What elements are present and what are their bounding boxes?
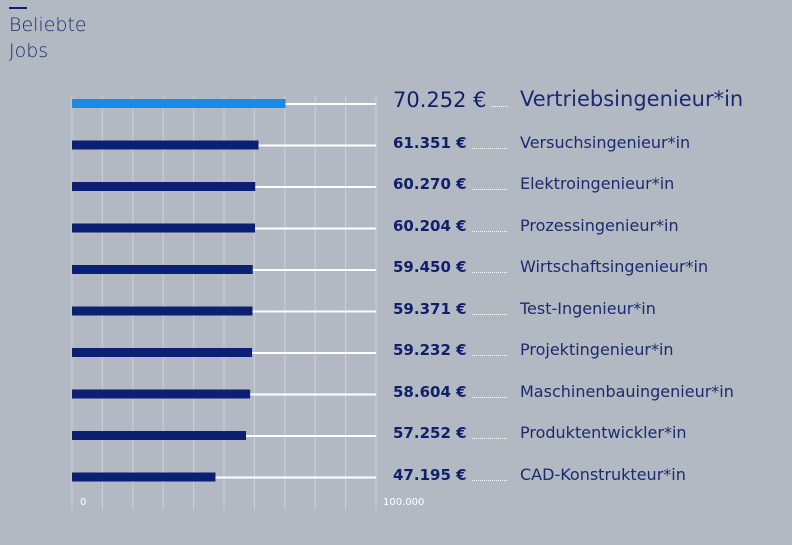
leader-dots bbox=[472, 355, 507, 356]
leader-dots bbox=[472, 147, 507, 149]
leader-dots bbox=[472, 313, 507, 315]
category-label: Test-Ingenieur*in bbox=[520, 298, 656, 318]
bar-7 bbox=[72, 348, 253, 357]
category-label: CAD-Konstrukteur*in bbox=[520, 464, 686, 484]
leader-dots bbox=[492, 106, 508, 107]
category-label: Vertriebsingenieur*in bbox=[520, 87, 744, 111]
value-label: 58.604 € bbox=[393, 382, 467, 401]
category-label: Prozessingenieur*in bbox=[520, 215, 679, 235]
bar-2 bbox=[72, 140, 259, 150]
leader-dots bbox=[472, 230, 507, 232]
tick-label-min: 0 bbox=[80, 497, 87, 508]
value-label: 61.351 € bbox=[393, 133, 467, 152]
category-label: Wirtschaftsingenieur*in bbox=[520, 257, 709, 276]
leader-dots bbox=[472, 396, 507, 398]
category-label: Elektroingenieur*in bbox=[520, 174, 675, 193]
bar-3 bbox=[72, 182, 256, 191]
leader-dots bbox=[472, 272, 507, 273]
value-label: 57.252 € bbox=[393, 424, 467, 442]
category-label: Versuchsingenieur*in bbox=[520, 132, 691, 152]
bar-9 bbox=[72, 431, 247, 440]
value-label: 59.232 € bbox=[393, 341, 467, 359]
value-label: 60.270 € bbox=[393, 175, 467, 193]
value-label: 59.371 € bbox=[393, 299, 467, 318]
value-label: 70.252 € bbox=[393, 88, 487, 112]
value-label: 47.195 € bbox=[393, 465, 467, 484]
leader-dots bbox=[472, 438, 507, 439]
tick-label-max: 100.000 bbox=[383, 497, 425, 508]
leader-dots bbox=[472, 479, 507, 481]
value-label: 60.204 € bbox=[393, 216, 467, 235]
bar-10 bbox=[72, 472, 216, 482]
bar-6 bbox=[72, 306, 253, 316]
bar-1 bbox=[72, 99, 286, 108]
category-label: Produktentwickler*in bbox=[520, 423, 687, 442]
bar-8 bbox=[72, 389, 251, 399]
bar-4 bbox=[72, 223, 256, 233]
category-label: Maschinenbauingenieur*in bbox=[520, 381, 734, 401]
leader-dots bbox=[472, 189, 507, 190]
title-accent-line bbox=[9, 7, 27, 9]
value-label: 59.450 € bbox=[393, 258, 467, 276]
category-label: Projektingenieur*in bbox=[520, 340, 674, 359]
chart-title: Beliebte Jobs bbox=[9, 14, 87, 62]
bar-5 bbox=[72, 265, 253, 274]
